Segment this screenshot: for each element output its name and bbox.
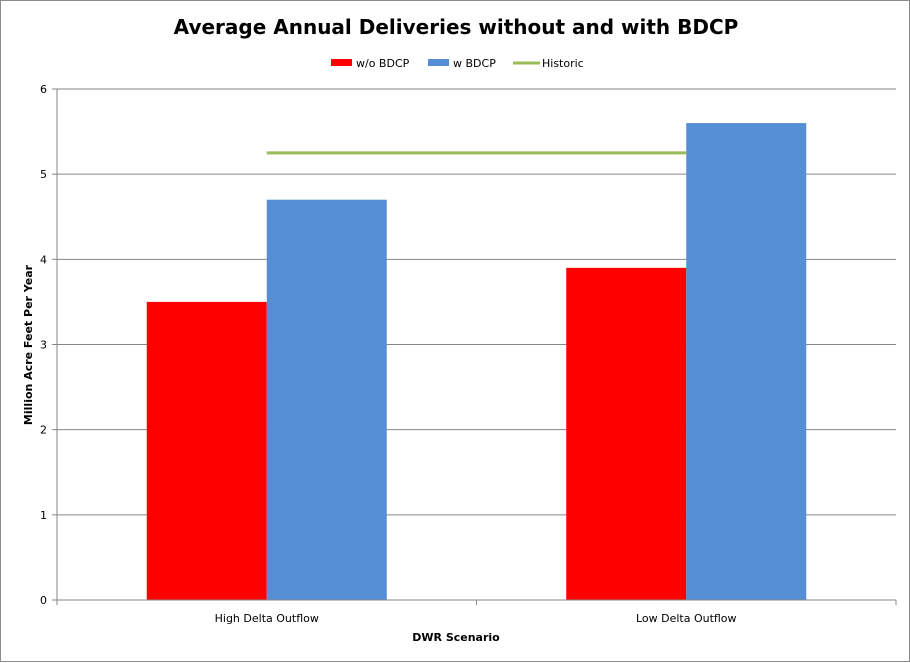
y-tick-label: 6 <box>40 83 47 96</box>
y-tick-labels: 0 1 2 3 4 5 6 <box>40 83 47 607</box>
x-tick-labels: High Delta Outflow Low Delta Outflow <box>215 612 737 625</box>
x-axis-title: DWR Scenario <box>412 631 500 644</box>
axes <box>56 89 897 605</box>
bars <box>146 123 807 601</box>
bar-wo-bdcp-0 <box>146 301 267 600</box>
y-tick-label: 1 <box>40 509 47 522</box>
y-tick-label: 0 <box>40 594 47 607</box>
y-tick-label: 5 <box>40 168 47 181</box>
x-tick-label: Low Delta Outflow <box>636 612 737 625</box>
x-tick-label: High Delta Outflow <box>215 612 319 625</box>
y-axis-title: Million Acre Feet Per Year <box>22 264 35 425</box>
legend-swatch-w-bdcp <box>428 59 449 66</box>
legend-label-w-bdcp: w BDCP <box>453 57 496 70</box>
y-tick-label: 3 <box>40 339 47 352</box>
legend-label-historic: Historic <box>542 57 584 70</box>
legend: w/o BDCP w BDCP Historic <box>331 57 584 70</box>
legend-label-wo-bdcp: w/o BDCP <box>356 57 410 70</box>
bar-w-bdcp-1 <box>686 123 807 601</box>
bar-w-bdcp-0 <box>266 199 387 600</box>
bar-wo-bdcp-1 <box>566 267 687 600</box>
chart-title: Average Annual Deliveries without and wi… <box>174 15 739 39</box>
y-tick-label: 4 <box>40 253 47 266</box>
y-tick-label: 2 <box>40 424 47 437</box>
legend-swatch-wo-bdcp <box>331 59 352 66</box>
